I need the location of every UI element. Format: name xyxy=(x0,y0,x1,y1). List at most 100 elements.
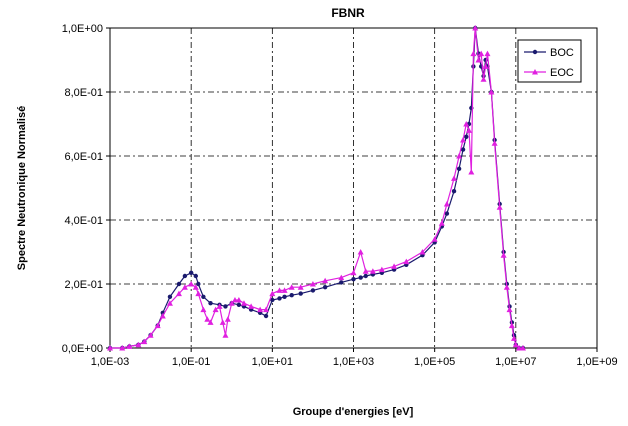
x-tick-label: 1,0E+03 xyxy=(333,356,374,368)
eoc-data-point xyxy=(224,316,231,322)
eoc-data-point xyxy=(204,316,211,322)
eoc-data-point xyxy=(470,50,477,57)
eoc-data-point xyxy=(235,297,242,303)
boc-data-point xyxy=(176,281,182,287)
boc-data-point xyxy=(270,297,275,303)
eoc-data-point xyxy=(508,322,515,329)
y-tick-label: 6,0E-01 xyxy=(64,151,103,163)
series-layer xyxy=(107,25,526,351)
boc-data-point xyxy=(298,291,303,296)
eoc-data-point xyxy=(181,284,188,290)
eoc-data-point xyxy=(281,287,288,293)
eoc-data-point xyxy=(488,89,495,95)
boc-data-point xyxy=(282,294,287,299)
eoc-data-point xyxy=(519,345,526,351)
eoc-data-point xyxy=(322,277,329,284)
eoc-data-point xyxy=(500,252,507,258)
eoc-data-point xyxy=(468,169,475,175)
y-tick-label: 0,0E+00 xyxy=(62,343,103,355)
boc-line xyxy=(110,27,523,349)
boc-data-point xyxy=(236,302,242,307)
eoc-data-point xyxy=(154,322,161,329)
eoc-data-point xyxy=(219,319,226,325)
boc-data-point xyxy=(322,285,328,290)
eoc-data-point xyxy=(506,306,513,313)
eoc-data-point xyxy=(248,303,255,309)
eoc-data-point xyxy=(216,303,223,309)
boc-data-point xyxy=(201,294,206,299)
x-tick-label: 1,0E+05 xyxy=(414,356,455,368)
eoc-data-point xyxy=(475,57,482,63)
eoc-data-point xyxy=(512,341,519,348)
boc-data-point xyxy=(188,270,194,275)
eoc-data-point xyxy=(147,332,154,338)
boc-data-point xyxy=(339,280,344,285)
eoc-data-point xyxy=(456,153,463,159)
eoc-data-point xyxy=(188,281,195,287)
eoc-data-point xyxy=(357,249,364,255)
eoc-data-point xyxy=(263,306,270,313)
eoc-data-point xyxy=(119,345,126,351)
eoc-data-point xyxy=(276,287,283,293)
eoc-data-point xyxy=(431,236,438,242)
eoc-data-point xyxy=(159,313,166,319)
boc-data-point xyxy=(208,301,213,306)
eoc-data-point xyxy=(391,263,398,269)
x-axis-label: Groupe d'energies [eV] xyxy=(293,406,414,418)
boc-data-point xyxy=(451,189,457,194)
eoc-data-point xyxy=(472,25,479,31)
eoc-data-point xyxy=(369,268,376,274)
eoc-data-point xyxy=(135,341,142,348)
eoc-data-point xyxy=(451,175,458,181)
boc-data-point xyxy=(223,304,228,309)
eoc-data-point xyxy=(141,338,148,345)
eoc-data-point xyxy=(126,343,133,349)
eoc-data-point xyxy=(309,281,316,287)
eoc-data-point xyxy=(107,345,113,351)
eoc-data-point xyxy=(378,266,385,273)
eoc-data-point xyxy=(403,258,410,265)
eoc-data-point xyxy=(465,127,472,133)
boc-data-point xyxy=(196,281,201,287)
eoc-data-point xyxy=(460,137,467,143)
eoc-data-point xyxy=(222,332,229,338)
boc-data-point xyxy=(182,273,188,279)
boc-data-point xyxy=(351,277,356,282)
eoc-data-point xyxy=(532,69,538,75)
eoc-data-point xyxy=(443,201,450,207)
boc-legend-label: BOC xyxy=(550,47,574,59)
eoc-data-point xyxy=(503,284,510,290)
boc-data-point xyxy=(460,147,466,152)
y-axis-label: Spectre Neutronique Normalisé xyxy=(16,106,28,270)
eoc-data-point xyxy=(482,63,489,69)
eoc-legend-label: EOC xyxy=(550,67,574,79)
eoc-data-point xyxy=(195,290,202,297)
legend: BOC EOC xyxy=(517,39,582,83)
boc-data-point xyxy=(456,166,462,171)
eoc-data-point xyxy=(175,290,182,297)
x-axis-ticks: 1,0E-03 1,0E-01 1,0E+01 1,0E+03 1,0E+05 1,0E+… xyxy=(91,348,618,368)
eoc-data-point xyxy=(240,300,247,306)
eoc-data-point xyxy=(350,269,357,276)
x-tick-label: 1,0E-01 xyxy=(172,356,211,368)
y-tick-label: 2,0E-01 xyxy=(64,279,103,291)
x-tick-label: 1,0E+01 xyxy=(252,356,293,368)
eoc-data-point xyxy=(166,300,173,306)
eoc-data-point xyxy=(516,345,523,351)
boc-data-point xyxy=(444,211,450,216)
y-axis-ticks: 0,0E+00 2,0E-01 4,0E-01 6,0E-01 8,0E-01 1,0E+… xyxy=(62,23,110,355)
x-tick-label: 1,0E+09 xyxy=(576,356,617,368)
eoc-data-point xyxy=(212,306,219,313)
eoc-data-point xyxy=(257,306,264,313)
eoc-data-point xyxy=(478,50,485,57)
eoc-data-point xyxy=(338,274,345,281)
eoc-data-point xyxy=(484,50,491,57)
boc-data-point xyxy=(277,296,282,301)
eoc-data-point xyxy=(200,306,207,313)
chart-title: FBNR xyxy=(331,6,365,20)
legend-box xyxy=(517,39,582,83)
x-tick-label: 1,0E-03 xyxy=(91,356,130,368)
eoc-data-point xyxy=(269,290,276,297)
eoc-data-point xyxy=(496,204,503,210)
